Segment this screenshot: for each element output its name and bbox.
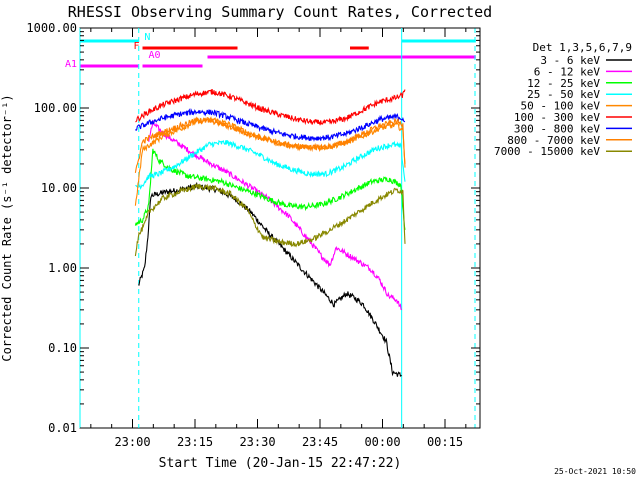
- legend-label: 50 - 100 keV: [521, 100, 601, 113]
- legend-label: 6 - 12 keV: [534, 65, 601, 78]
- interval-label: N: [144, 32, 150, 43]
- x-tick-label: 23:15: [177, 435, 213, 449]
- series-100-300-kev: [135, 89, 406, 126]
- x-tick-label: 00:00: [364, 435, 400, 449]
- series-300-800-kev: [135, 108, 406, 142]
- legend-label: 300 - 800 keV: [514, 122, 600, 135]
- x-axis: 23:00 23:15 23:30 23:45 00:00 00:15: [90, 28, 467, 449]
- y-tick-label: 1000.00: [26, 21, 77, 35]
- footer-timestamp: 25-Oct-2021 10:50: [554, 467, 636, 476]
- x-tick-label: 23:30: [239, 435, 275, 449]
- y-tick-label: 0.01: [48, 421, 77, 435]
- vertical-markers: [79, 28, 476, 428]
- series-800-7000-kev: [134, 116, 406, 173]
- series-3-6-kev: [138, 181, 402, 377]
- plot-frame: [79, 27, 481, 429]
- y-tick-label: 10.00: [41, 181, 77, 195]
- series-12-25-kev: [134, 148, 406, 230]
- interval-label: F: [133, 41, 139, 52]
- legend-label: 100 - 300 keV: [514, 111, 600, 124]
- x-tick-label: 00:15: [427, 435, 463, 449]
- series-25-50-kev: [135, 139, 406, 190]
- interval-label: A1: [65, 59, 77, 70]
- x-tick-label: 23:00: [114, 435, 150, 449]
- y-axis: 1000.00 100.00 10.00 1.00 0.10 0.01: [26, 21, 480, 435]
- legend-label: 3 - 6 keV: [540, 54, 600, 67]
- legend-label: 7000 - 15000 keV: [494, 145, 600, 158]
- data-series: [134, 89, 406, 377]
- y-tick-label: 0.10: [48, 341, 77, 355]
- x-tick-label: 23:45: [302, 435, 338, 449]
- series-7000-15000-kev: [134, 183, 406, 257]
- legend-label: 25 - 50 keV: [527, 88, 600, 101]
- legend-label: 800 - 7000 keV: [507, 134, 600, 147]
- time-intervals: NF A0 A1: [65, 32, 476, 70]
- series-6-12-kev: [148, 120, 403, 311]
- chart-title: RHESSI Observing Summary Count Rates, Co…: [68, 3, 492, 21]
- interval-label: A0: [149, 50, 161, 61]
- y-tick-label: 1.00: [48, 261, 77, 275]
- y-axis-label: Corrected Count Rate (s⁻¹ detector⁻¹): [0, 94, 14, 361]
- legend-label: 12 - 25 keV: [527, 77, 600, 90]
- y-tick-label: 100.00: [34, 101, 77, 115]
- x-axis-label: Start Time (20-Jan-15 22:47:22): [159, 456, 402, 471]
- legend-title: Det 1,3,5,6,7,9: [533, 41, 632, 54]
